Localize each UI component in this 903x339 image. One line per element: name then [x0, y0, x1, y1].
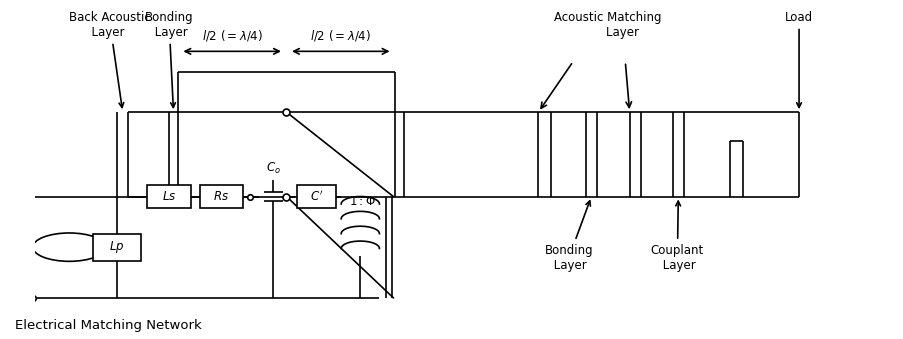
- Bar: [297, 185, 336, 208]
- Text: Acoustic Matching
        Layer: Acoustic Matching Layer: [554, 11, 661, 39]
- Text: $1 : \Phi$: $1 : \Phi$: [349, 195, 375, 208]
- Text: $Rs$: $Rs$: [213, 190, 229, 203]
- Text: $l/2$ $(=\lambda/4)$: $l/2$ $(=\lambda/4)$: [310, 28, 371, 43]
- Text: $C_o$: $C_o$: [265, 161, 281, 176]
- Text: $l/2$ $(=\lambda/4)$: $l/2$ $(=\lambda/4)$: [201, 28, 263, 43]
- Bar: [200, 185, 243, 208]
- Text: Bonding
 Layer: Bonding Layer: [544, 201, 592, 272]
- Bar: [93, 234, 141, 261]
- Text: $C'$: $C'$: [310, 189, 323, 204]
- Text: Couplant
 Layer: Couplant Layer: [650, 201, 703, 272]
- Text: Load: Load: [784, 11, 812, 107]
- Text: Back Acoustic
      Layer: Back Acoustic Layer: [70, 11, 151, 107]
- Text: $Ls$: $Ls$: [162, 190, 176, 203]
- Bar: [147, 185, 191, 208]
- Text: $Lp$: $Lp$: [109, 239, 125, 255]
- Text: Electrical Matching Network: Electrical Matching Network: [15, 319, 201, 332]
- Text: Bonding
 Layer: Bonding Layer: [144, 11, 193, 107]
